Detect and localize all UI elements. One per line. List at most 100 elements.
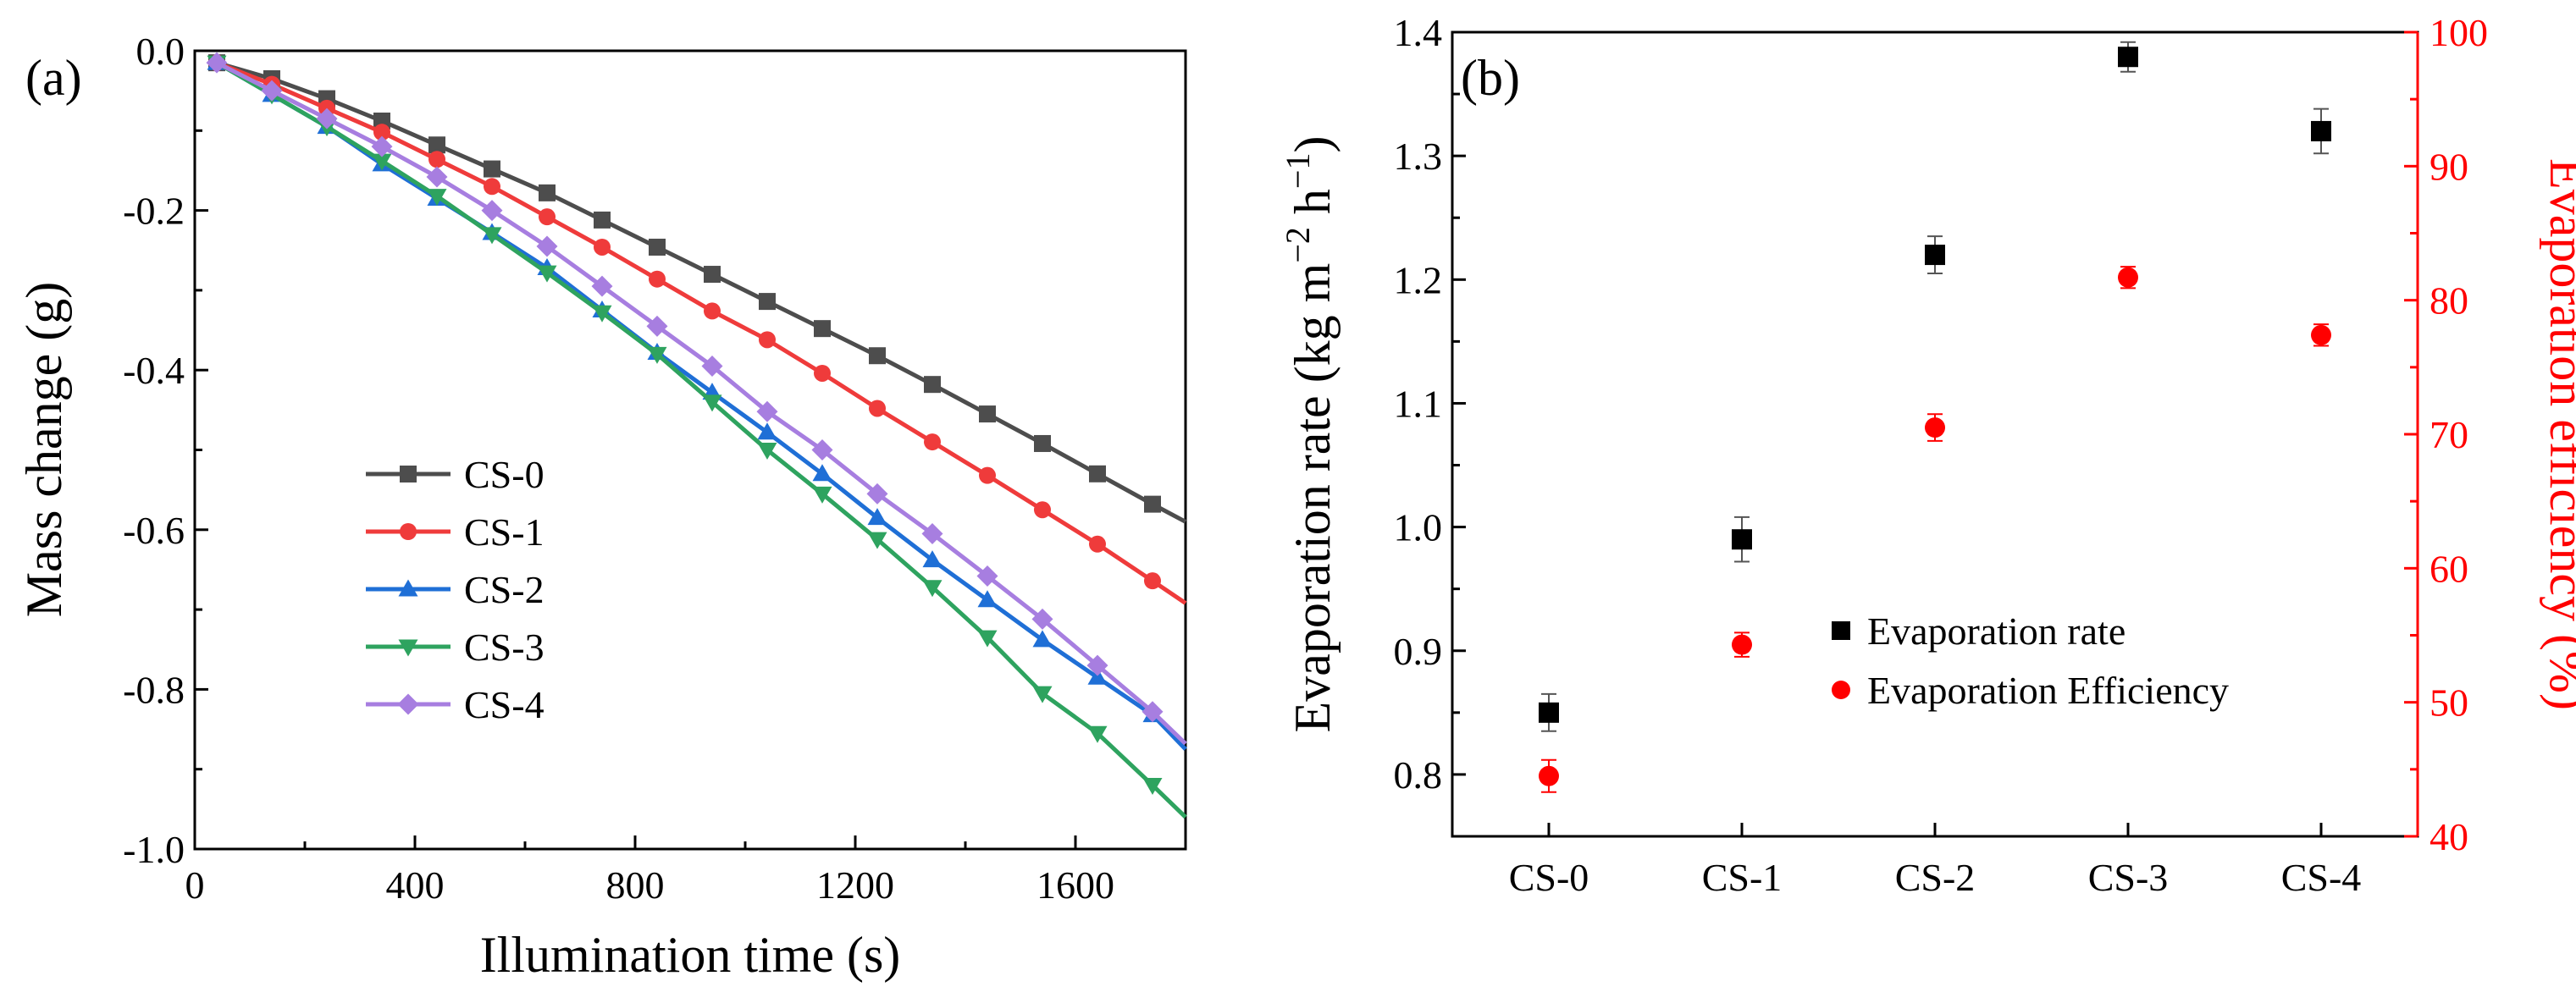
panel-b-label: (b) [1461, 50, 1520, 106]
panel-a-data-point [482, 227, 502, 245]
panel-a-x-tick-label: 1200 [816, 863, 894, 907]
panel-a-label: (a) [25, 50, 82, 106]
panel-a-data-point [704, 266, 721, 284]
panel-a-data-point [646, 315, 668, 337]
panel-a-series [206, 52, 1187, 819]
panel-a-data-point [1034, 501, 1051, 519]
panel-a-data-point [539, 184, 556, 201]
panel-a-data-point [539, 208, 556, 226]
panel-a-y-axis-label: Mass change (g) [16, 282, 72, 618]
panel-b-y-ticks: 0.8 0.9 1.0 1.1 1.2 1.3 1.4 [1394, 11, 1466, 797]
panel-b-legend: Evaporation rate Evaporation Efficiency [1832, 609, 2229, 712]
panel-a-data-point [1087, 667, 1108, 685]
panel-b-y-axis-label-sup: −1 [1279, 153, 1317, 190]
panel-a-data-point [976, 565, 998, 587]
panel-a-data-point [1034, 434, 1051, 452]
panel-a-data-point [481, 200, 503, 222]
panel-a-data-point [591, 275, 613, 297]
panel-a-legend-marker [400, 466, 417, 482]
panel-a-data-point [649, 238, 666, 256]
panel-b-y2-ticks: 40 50 60 70 80 90 100 [2404, 11, 2488, 858]
panel-b-legend-label: Evaporation rate [1867, 609, 2125, 653]
panel-a-data-point [759, 331, 776, 349]
panel-a-data-point [756, 400, 778, 422]
panel-b-data-point [1925, 245, 1945, 266]
panel-a-data-point [484, 178, 500, 196]
panel-a-data-point [316, 108, 338, 130]
panel-b-y-axis-label-part: ) [1285, 136, 1341, 153]
panel-a-data-point [977, 590, 998, 608]
panel-a-data-point [592, 305, 612, 323]
panel-b-x-tick-label: CS-3 [2088, 856, 2169, 899]
panel-b-data-point [2118, 47, 2138, 68]
panel-a-data-point [867, 532, 887, 549]
panel-a-x-tick-label: 400 [386, 863, 445, 907]
panel-a-data-point [373, 124, 390, 141]
panel-b-series [1539, 41, 2331, 793]
panel-b-y2-tick-label: 90 [2430, 145, 2468, 188]
panel-b-data-point [2311, 324, 2331, 345]
panel-b-legend-marker [1832, 621, 1850, 640]
panel-b-x-tick-label: CS-2 [1895, 856, 1976, 899]
panel-a-data-point [866, 482, 888, 505]
panel-b-y2-tick-label: 80 [2430, 279, 2468, 323]
panel-a-data-point [649, 270, 666, 288]
panel-a-data-point [811, 439, 833, 460]
panel-a-data-point [1089, 535, 1106, 553]
panel-b-y2-tick-label: 50 [2430, 681, 2468, 725]
panel-b-x-ticks: CS-0 CS-1 CS-2 CS-3 CS-4 [1509, 823, 2361, 899]
panel-a-y-tick-label: 0.0 [136, 30, 185, 73]
panel-a-data-point [426, 166, 448, 188]
panel-b-data-point [2118, 267, 2138, 288]
panel-a-x-ticks: 0 400 800 1200 1600 [185, 835, 1114, 907]
panel-a-data-point [979, 466, 996, 484]
panel-a-data-point [812, 486, 832, 504]
panel-a-legend-marker [400, 523, 417, 540]
panel-a-legend-label: CS-3 [464, 626, 544, 669]
panel-b-y2-tick-label: 100 [2430, 11, 2488, 54]
panel-a-legend: CS-0 CS-1 CS-2 CS-3 CS-4 [366, 453, 544, 726]
panel-a-data-point [372, 153, 392, 171]
panel-b-data-point [1539, 765, 1559, 786]
panel-b-y-tick-label: 1.3 [1394, 135, 1443, 178]
panel-a-data-point [1142, 778, 1163, 796]
panel-a-data-point [206, 52, 228, 74]
panel-a-data-point [594, 238, 611, 256]
panel-a-data-point [1032, 630, 1053, 648]
panel-b-y-tick-label: 1.2 [1394, 258, 1443, 301]
panel-a-x-tick-label: 1600 [1036, 863, 1114, 907]
panel-a-data-point [261, 80, 283, 102]
panel-a-data-point [484, 160, 500, 178]
panel-a-data-point [922, 550, 943, 568]
panel-a-data-point [921, 523, 943, 545]
panel-a-data-point [704, 302, 721, 320]
panel-b-y2-tick-label: 70 [2430, 413, 2468, 456]
panel-b-y2-axis-label: Evaporation efficiency (%) [2540, 158, 2576, 710]
panel-a-legend-marker [398, 639, 418, 657]
panel-a-data-point [812, 464, 832, 482]
panel-a-data-point [757, 443, 777, 460]
panel-a-y-tick-label: -0.2 [123, 190, 185, 233]
panel-a-data-point [701, 355, 723, 377]
panel-a-data-point [428, 151, 445, 168]
panel-b-y-tick-label: 1.0 [1394, 506, 1443, 549]
panel-a-data-point [1086, 654, 1108, 676]
panel-a-data-point [979, 405, 996, 423]
panel-a-y-tick-label: -0.4 [123, 349, 185, 392]
panel-a-data-point [594, 211, 611, 229]
panel-a-data-point [1031, 608, 1053, 630]
panel-a-legend-marker [398, 579, 418, 597]
panel-b-legend-marker [1832, 681, 1850, 699]
panel-a-x-tick-label: 800 [606, 863, 665, 907]
panel-a-data-point [371, 135, 393, 157]
panel-a-y-ticks: 0.0 -0.2 -0.4 -0.6 -0.8 -1.0 [123, 30, 208, 871]
panel-b: CS-0 CS-1 CS-2 CS-3 CS-4 0.8 0.9 1.0 1.1 1.2 1.3 1… [1279, 11, 2576, 899]
panel-a-series-line-cs-1 [216, 60, 1187, 605]
panel-b-data-point [1925, 417, 1945, 438]
panel-a-data-point [1142, 701, 1164, 723]
panel-a-data-point [869, 400, 886, 417]
panel-a: 0 400 800 1200 1600 0.0-0.2-0.4-0.6-0.8-1.0 … [16, 30, 1187, 983]
panel-a-data-point [1144, 495, 1161, 513]
